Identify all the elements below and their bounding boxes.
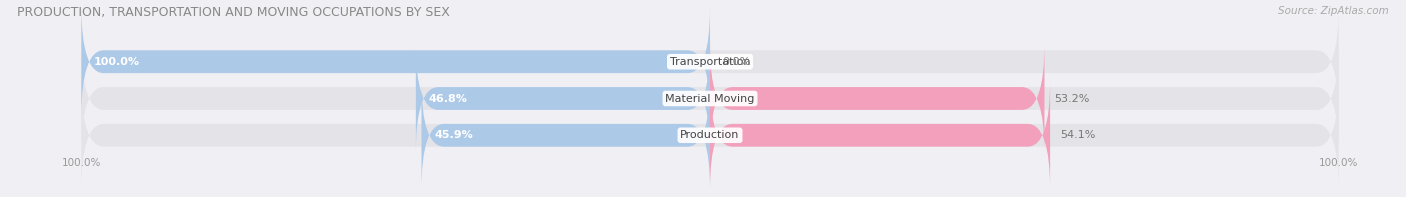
Text: PRODUCTION, TRANSPORTATION AND MOVING OCCUPATIONS BY SEX: PRODUCTION, TRANSPORTATION AND MOVING OC… bbox=[17, 6, 450, 19]
Text: Source: ZipAtlas.com: Source: ZipAtlas.com bbox=[1278, 6, 1389, 16]
FancyBboxPatch shape bbox=[422, 81, 710, 190]
FancyBboxPatch shape bbox=[710, 81, 1050, 190]
Text: 45.9%: 45.9% bbox=[434, 130, 472, 140]
Text: 53.2%: 53.2% bbox=[1054, 94, 1090, 103]
Text: Material Moving: Material Moving bbox=[665, 94, 755, 103]
FancyBboxPatch shape bbox=[82, 44, 1339, 153]
FancyBboxPatch shape bbox=[82, 7, 1339, 116]
FancyBboxPatch shape bbox=[82, 81, 1339, 190]
Text: Transportation: Transportation bbox=[669, 57, 751, 67]
Text: 0.0%: 0.0% bbox=[723, 57, 751, 67]
Text: 100.0%: 100.0% bbox=[94, 57, 141, 67]
FancyBboxPatch shape bbox=[710, 44, 1045, 153]
Text: 54.1%: 54.1% bbox=[1060, 130, 1095, 140]
FancyBboxPatch shape bbox=[82, 7, 710, 116]
FancyBboxPatch shape bbox=[416, 44, 710, 153]
Text: 46.8%: 46.8% bbox=[429, 94, 467, 103]
Text: Production: Production bbox=[681, 130, 740, 140]
